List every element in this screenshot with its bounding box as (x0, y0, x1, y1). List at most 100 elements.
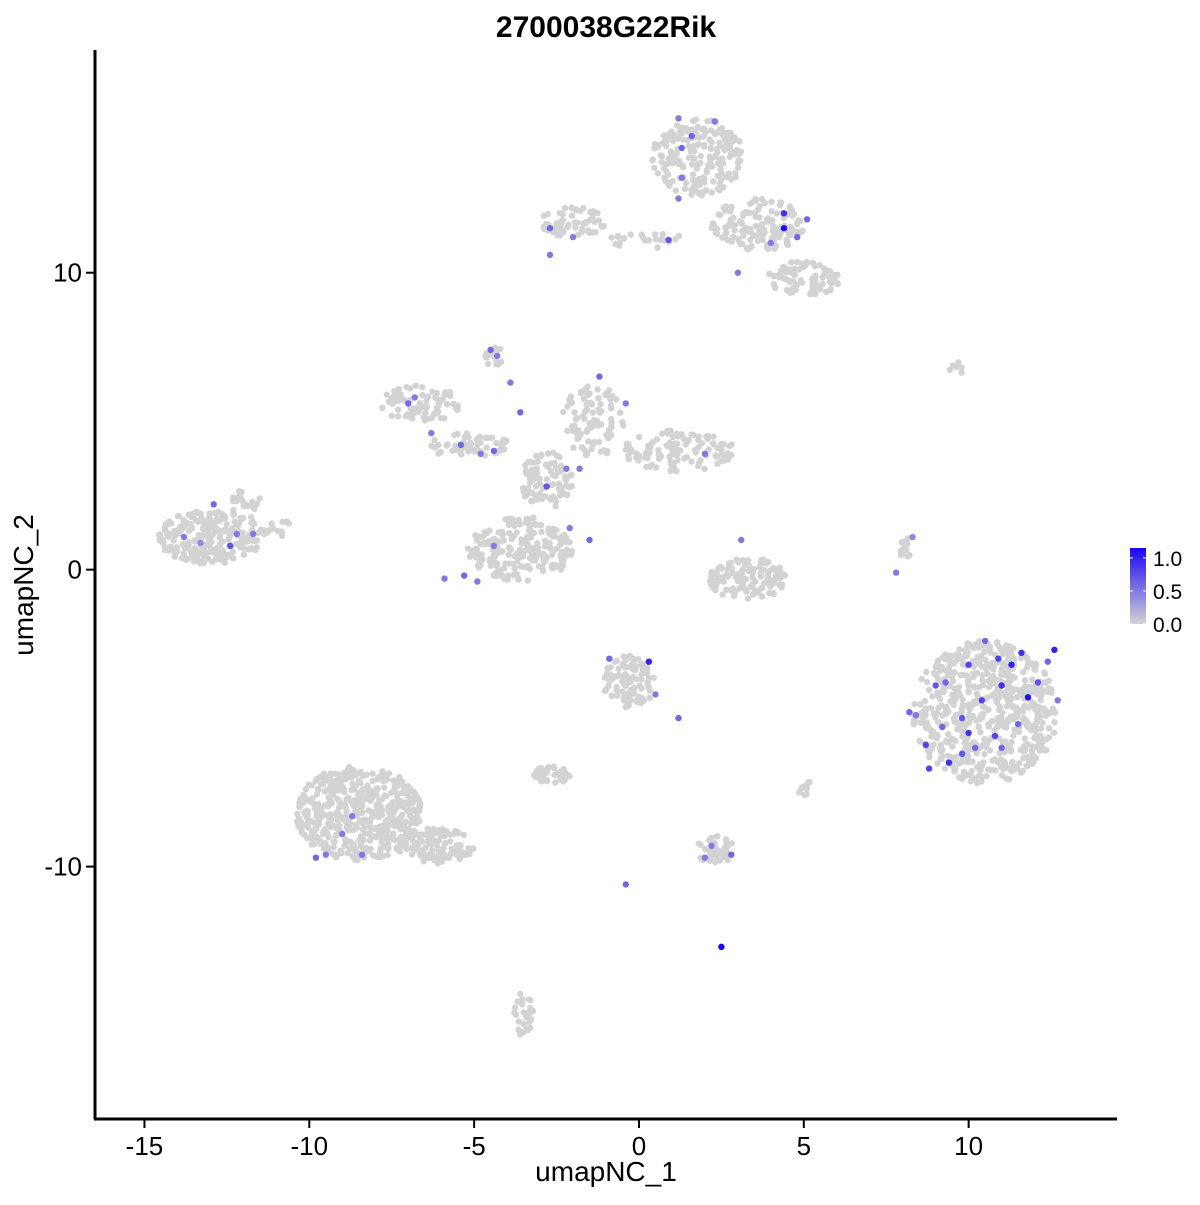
cell-point (732, 174, 739, 181)
cell-point (556, 453, 563, 461)
cell-point (739, 566, 747, 573)
cell-point (673, 122, 681, 129)
cell-point (295, 822, 303, 829)
cell-point (595, 438, 603, 446)
cell-point (695, 140, 702, 148)
cell-point (526, 533, 534, 540)
cell-point (563, 546, 571, 553)
cell-point (238, 488, 245, 496)
cell-point (170, 546, 177, 553)
cell-point (352, 807, 359, 815)
cell-point (568, 212, 576, 219)
expressing-cell-point (1051, 646, 1058, 653)
cell-point (167, 520, 175, 527)
cell-point (530, 772, 538, 779)
cell-point (427, 415, 434, 422)
cell-point (1051, 719, 1058, 726)
cell-point (495, 529, 502, 536)
cell-point (503, 437, 510, 444)
cell-point (342, 836, 349, 843)
cell-point (605, 434, 612, 442)
cell-point (701, 465, 708, 473)
cell-point (973, 779, 981, 787)
cell-point (693, 165, 701, 172)
cell-point (999, 691, 1007, 699)
cell-point (683, 179, 690, 187)
cell-point (582, 451, 590, 459)
cell-point (669, 433, 677, 440)
cell-point (689, 171, 697, 178)
cell-point (927, 705, 935, 712)
cell-point (437, 414, 445, 422)
expressing-cell-point (958, 714, 966, 722)
cell-point (224, 551, 231, 559)
cell-point (652, 231, 659, 238)
cell-point (523, 469, 530, 476)
cell-point (359, 826, 366, 833)
cell-point (916, 737, 923, 745)
cell-point (340, 785, 347, 792)
cell-point (952, 696, 959, 703)
expressing-cell-point (312, 854, 320, 861)
cell-point (976, 771, 983, 779)
cell-point (490, 572, 497, 579)
cell-point (520, 488, 527, 495)
cell-point (994, 641, 1001, 648)
cell-point (557, 541, 564, 548)
cell-point (444, 441, 451, 448)
cell-point (385, 845, 392, 853)
cell-point (527, 1005, 534, 1012)
cell-point (437, 448, 444, 456)
cell-point (443, 400, 450, 408)
cell-point (744, 209, 751, 216)
cell-point (918, 675, 925, 683)
cell-point (1024, 753, 1031, 760)
cell-point (419, 384, 426, 391)
cell-point (708, 189, 716, 196)
cell-point (388, 412, 395, 419)
cell-point (352, 821, 359, 828)
cell-point (1034, 709, 1041, 717)
cell-point (705, 446, 712, 453)
cell-point (674, 451, 681, 458)
cell-point (652, 236, 659, 243)
cell-point (384, 835, 391, 842)
cell-point (345, 770, 352, 778)
cell-point (536, 480, 543, 487)
cell-point (534, 544, 542, 551)
cell-point (638, 670, 645, 678)
cell-point (457, 852, 465, 859)
cell-point (238, 538, 245, 545)
cell-point (476, 433, 483, 440)
expressing-cell-point (675, 714, 682, 722)
cell-point (780, 572, 787, 579)
cell-point (807, 291, 814, 298)
cell-point (691, 155, 698, 162)
cell-point (566, 484, 573, 491)
cell-point (587, 208, 594, 216)
expressing-cell-point (922, 741, 929, 749)
cell-point (1024, 656, 1031, 663)
cell-point (438, 832, 446, 839)
cell-point (338, 850, 345, 857)
cell-point (965, 682, 972, 689)
cell-point (383, 391, 390, 398)
cell-point (156, 537, 163, 544)
cell-point (675, 135, 682, 142)
cell-point (718, 457, 726, 464)
cell-point (536, 475, 543, 482)
cell-point (1020, 748, 1027, 755)
cell-point (431, 827, 438, 834)
cell-point (584, 383, 591, 390)
cell-point (644, 665, 651, 672)
cell-point (954, 656, 961, 663)
cell-point (408, 851, 416, 858)
cell-point (343, 808, 350, 816)
cell-point (479, 556, 486, 563)
expressing-cell-point (892, 569, 900, 576)
cell-point (541, 537, 549, 545)
cell-point (461, 434, 468, 441)
cell-point (171, 553, 178, 560)
cell-point (976, 638, 983, 645)
cell-point (546, 539, 553, 547)
